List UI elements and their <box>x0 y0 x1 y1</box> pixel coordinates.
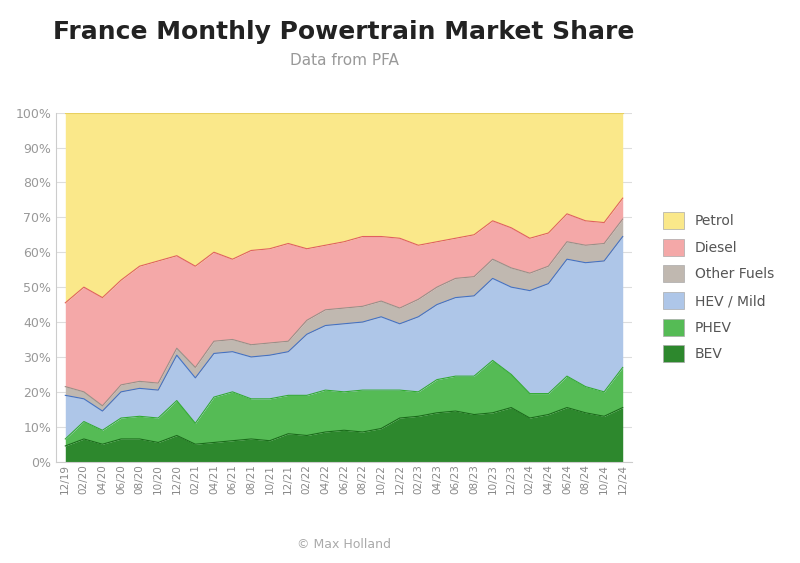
Text: © Max Holland: © Max Holland <box>297 538 391 551</box>
Text: Data from PFA: Data from PFA <box>290 53 398 69</box>
Legend: Petrol, Diesel, Other Fuels, HEV / Mild, PHEV, BEV: Petrol, Diesel, Other Fuels, HEV / Mild,… <box>656 205 782 369</box>
Text: France Monthly Powertrain Market Share: France Monthly Powertrain Market Share <box>54 20 634 44</box>
